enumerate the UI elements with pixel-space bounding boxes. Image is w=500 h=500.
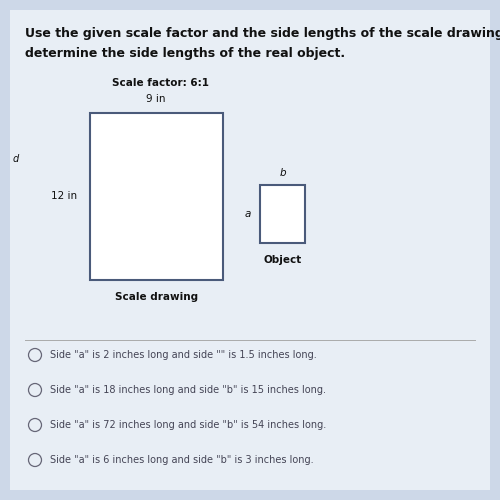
Bar <box>260 185 305 242</box>
Text: Side "a" is 6 inches long and side "b" is 3 inches long.: Side "a" is 6 inches long and side "b" i… <box>50 455 314 465</box>
FancyBboxPatch shape <box>10 10 490 490</box>
Text: Side "a" is 18 inches long and side "b" is 15 inches long.: Side "a" is 18 inches long and side "b" … <box>50 385 326 395</box>
Text: Side "a" is 72 inches long and side "b" is 54 inches long.: Side "a" is 72 inches long and side "b" … <box>50 420 326 430</box>
Circle shape <box>28 384 42 396</box>
Text: Object: Object <box>264 255 302 265</box>
Text: 12 in: 12 in <box>52 191 78 201</box>
Text: Side "a" is 2 inches long and side "" is 1.5 inches long.: Side "a" is 2 inches long and side "" is… <box>50 350 317 360</box>
Text: b: b <box>279 168 286 177</box>
Text: Scale factor: 6:1: Scale factor: 6:1 <box>112 78 208 88</box>
Text: Scale drawing: Scale drawing <box>114 292 198 302</box>
Circle shape <box>28 454 42 466</box>
Text: d: d <box>12 154 19 164</box>
Bar <box>90 112 222 280</box>
Text: a: a <box>244 209 251 219</box>
Text: determine the side lengths of the real object.: determine the side lengths of the real o… <box>25 48 345 60</box>
Circle shape <box>28 348 42 362</box>
Text: Use the given scale factor and the side lengths of the scale drawing to: Use the given scale factor and the side … <box>25 28 500 40</box>
Text: 9 in: 9 in <box>146 94 166 104</box>
Circle shape <box>28 418 42 432</box>
